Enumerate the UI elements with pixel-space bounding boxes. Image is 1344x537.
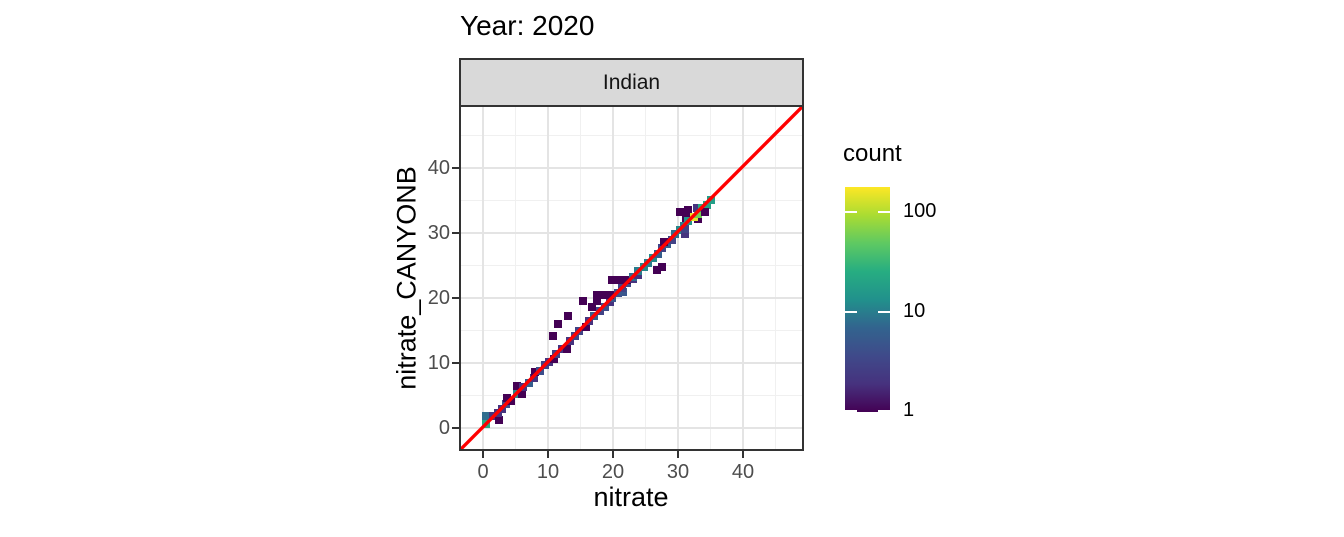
x-tick-label: 30 bbox=[666, 461, 690, 483]
bin-tile bbox=[531, 368, 539, 377]
identity-line bbox=[461, 107, 802, 449]
grid-major-h bbox=[461, 297, 802, 299]
bin-tile bbox=[615, 276, 624, 285]
bin-tile bbox=[680, 229, 689, 238]
facet-strip: Indian bbox=[459, 58, 804, 107]
facet-label: Indian bbox=[602, 70, 661, 94]
grid-major-h bbox=[461, 232, 802, 234]
bin-tile bbox=[512, 382, 521, 391]
grid-minor-h bbox=[461, 264, 802, 267]
y-tick-mark bbox=[452, 232, 459, 234]
legend-tick-mark bbox=[878, 410, 890, 412]
bin-tile bbox=[658, 263, 667, 272]
bin-tile bbox=[554, 320, 563, 328]
x-tick-label: 10 bbox=[536, 461, 560, 483]
legend-tick-mark bbox=[845, 211, 857, 214]
legend-title: count bbox=[843, 140, 902, 167]
y-tick-label: 0 bbox=[438, 417, 450, 439]
bin-tile bbox=[530, 373, 539, 382]
bin-tile bbox=[675, 207, 684, 216]
bin-tile bbox=[548, 331, 557, 340]
grid-major-v bbox=[742, 107, 744, 449]
bin-tile bbox=[593, 296, 602, 305]
y-tick-mark bbox=[452, 297, 459, 299]
grid-minor-h bbox=[461, 329, 802, 332]
x-tick-mark bbox=[742, 451, 744, 458]
grid-minor-v bbox=[579, 107, 582, 449]
bin-tile bbox=[606, 291, 615, 300]
bin-tile bbox=[494, 416, 503, 425]
grid-minor-h bbox=[461, 199, 802, 202]
bin-tile bbox=[653, 250, 662, 259]
bin-tile bbox=[701, 207, 710, 216]
bin-tile bbox=[684, 206, 693, 215]
bin-tile bbox=[518, 389, 526, 398]
bin-tile bbox=[582, 323, 591, 332]
y-tick-mark bbox=[452, 427, 459, 429]
bin-tile bbox=[607, 276, 616, 285]
bin-tile bbox=[660, 238, 669, 247]
bin-tile bbox=[503, 394, 512, 403]
bin-tile bbox=[694, 214, 703, 223]
y-tick-label: 10 bbox=[427, 352, 450, 374]
grid-minor-v bbox=[774, 107, 777, 449]
grid-major-v bbox=[547, 107, 549, 449]
x-tick-mark bbox=[547, 451, 549, 458]
bin-tile bbox=[549, 355, 558, 364]
legend-colorbar bbox=[845, 187, 890, 412]
bin-tile bbox=[692, 204, 701, 213]
legend-tick-mark bbox=[878, 310, 890, 313]
legend-tick-mark bbox=[845, 410, 857, 412]
bin-tile bbox=[622, 275, 631, 284]
x-axis-title: nitrate bbox=[593, 482, 669, 512]
bin-tile bbox=[562, 344, 571, 353]
grid-major-v bbox=[677, 107, 679, 449]
x-tick-mark bbox=[482, 451, 484, 458]
legend-tick-label: 100 bbox=[903, 200, 937, 223]
grid-minor-v bbox=[644, 107, 647, 449]
bin-tile bbox=[680, 225, 689, 234]
grid-major-h bbox=[461, 167, 802, 169]
grid-minor-v bbox=[514, 107, 517, 449]
grid-major-h bbox=[461, 427, 802, 429]
bin-tile bbox=[579, 296, 588, 305]
x-tick-mark bbox=[677, 451, 679, 458]
grid-major-h bbox=[461, 362, 802, 364]
bin-tile bbox=[563, 312, 572, 321]
bin-tile bbox=[599, 291, 608, 300]
bin-tile bbox=[588, 303, 597, 312]
y-tick-label: 40 bbox=[427, 157, 450, 179]
grid-minor-v bbox=[709, 107, 712, 449]
y-tick-label: 20 bbox=[427, 287, 450, 309]
bin-tile bbox=[481, 412, 490, 421]
y-tick-label: 30 bbox=[427, 222, 450, 244]
grid-minor-h bbox=[461, 394, 802, 397]
plot-title: Year: 2020 bbox=[460, 10, 595, 41]
bin-tile bbox=[593, 290, 602, 299]
bin-tile bbox=[653, 266, 662, 275]
y-tick-mark bbox=[452, 167, 459, 169]
legend-tick-label: 10 bbox=[903, 299, 926, 322]
grid-major-v bbox=[482, 107, 484, 449]
x-tick-mark bbox=[612, 451, 614, 458]
x-tick-label: 0 bbox=[477, 461, 489, 483]
plot-panel bbox=[461, 107, 802, 449]
legend-tick-mark bbox=[845, 310, 857, 313]
x-tick-label: 20 bbox=[601, 461, 625, 483]
legend-tick-label: 1 bbox=[903, 399, 915, 421]
y-tick-mark bbox=[452, 362, 459, 364]
legend-tick-mark bbox=[878, 211, 890, 214]
x-tick-label: 40 bbox=[731, 461, 755, 483]
grid-minor-h bbox=[461, 134, 802, 137]
